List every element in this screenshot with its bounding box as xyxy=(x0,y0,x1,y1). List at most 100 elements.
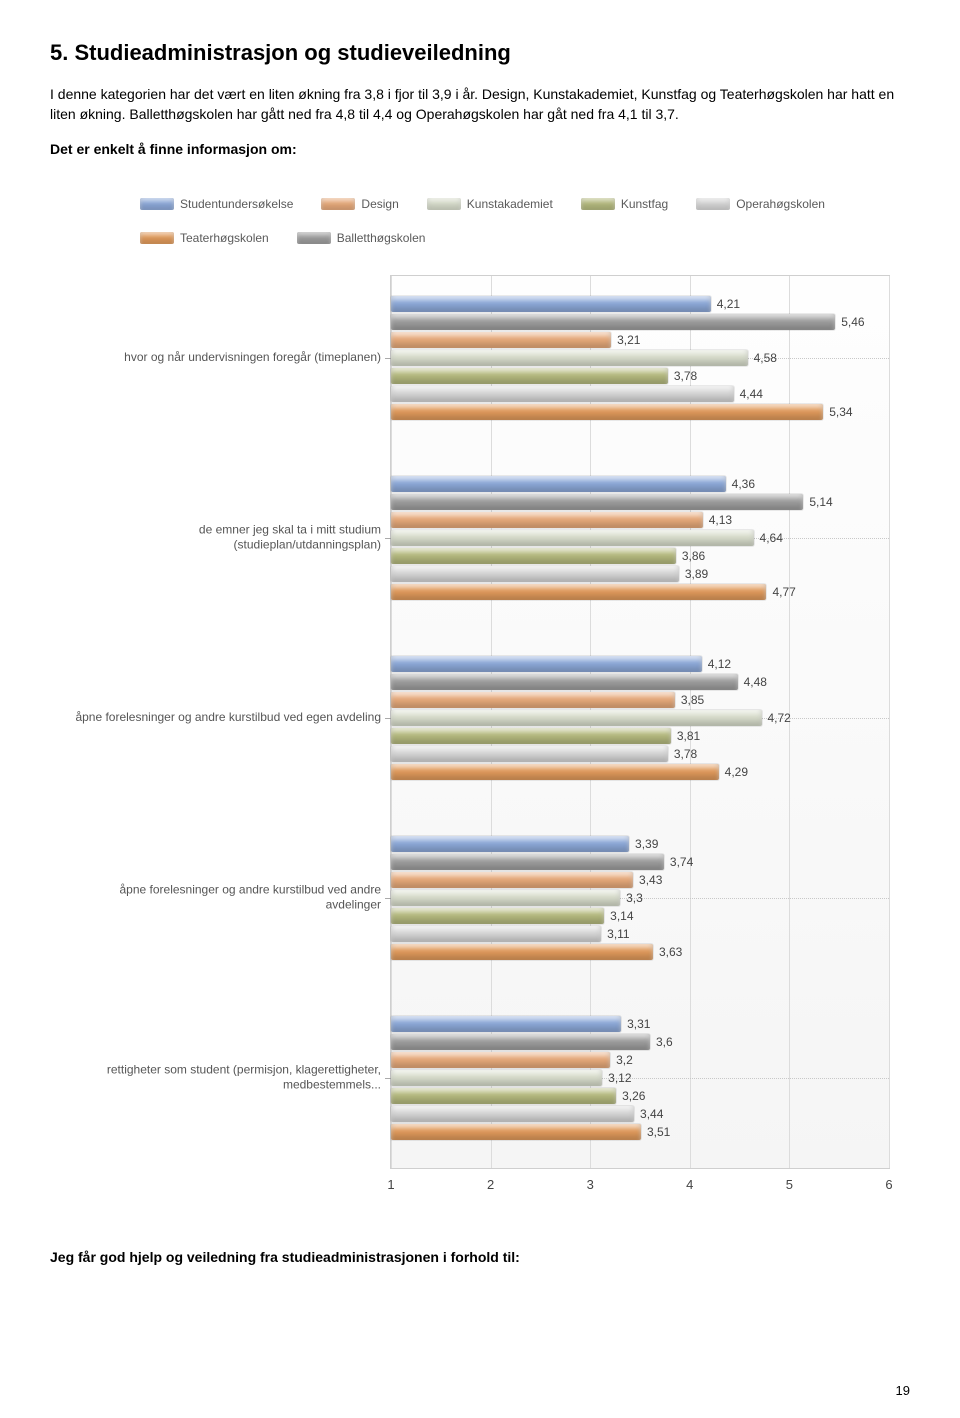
bar-value-label: 3,12 xyxy=(608,1071,631,1085)
bar-value-label: 3,44 xyxy=(640,1107,663,1121)
legend-item: Kunstfag xyxy=(581,197,668,211)
chart-legend: Studentundersøkelse Design Kunstakademiet K… xyxy=(50,197,910,245)
group-label: rettigheter som student (permisjon, klag… xyxy=(61,1062,391,1093)
bar xyxy=(391,944,653,960)
bar-value-label: 3,31 xyxy=(627,1017,650,1031)
bar-value-label: 4,12 xyxy=(708,657,731,671)
bar xyxy=(391,728,671,744)
bar xyxy=(391,746,668,762)
legend-label: Studentundersøkelse xyxy=(180,197,293,211)
legend-label: Kunstfag xyxy=(621,197,668,211)
legend-label: Operahøgskolen xyxy=(736,197,825,211)
bar-value-label: 3,26 xyxy=(622,1089,645,1103)
bar xyxy=(391,692,675,708)
bar-group: hvor og når undervisningen foregår (time… xyxy=(391,296,889,420)
chart-plot: 123456hvor og når undervisningen foregår… xyxy=(60,275,910,1209)
bar xyxy=(391,1052,610,1068)
bar xyxy=(391,350,748,366)
bar xyxy=(391,404,823,420)
bar xyxy=(391,890,620,906)
group-label: åpne forelesninger og andre kurstilbud v… xyxy=(61,882,391,913)
bar xyxy=(391,926,601,942)
bar xyxy=(391,674,738,690)
bar xyxy=(391,656,702,672)
bar xyxy=(391,368,668,384)
bar xyxy=(391,710,762,726)
bar-group: åpne forelesninger og andre kurstilbud v… xyxy=(391,836,889,960)
bar-value-label: 4,29 xyxy=(725,765,748,779)
bar xyxy=(391,494,803,510)
legend-swatch xyxy=(140,198,174,210)
bar-value-label: 4,36 xyxy=(732,477,755,491)
bar xyxy=(391,548,676,564)
bar xyxy=(391,1070,602,1086)
chart-container: Studentundersøkelse Design Kunstakademiet K… xyxy=(50,197,910,1209)
bar-value-label: 4,72 xyxy=(768,711,791,725)
bar-group: rettigheter som student (permisjon, klag… xyxy=(391,1016,889,1140)
bar xyxy=(391,530,754,546)
bar xyxy=(391,836,629,852)
bar-value-label: 3,81 xyxy=(677,729,700,743)
grid-line xyxy=(889,276,890,1168)
bar-value-label: 4,58 xyxy=(754,351,777,365)
bar xyxy=(391,566,679,582)
x-tick-label: 5 xyxy=(786,1177,793,1192)
bar xyxy=(391,512,703,528)
legend-swatch xyxy=(581,198,615,210)
legend-item: Balletthøgskolen xyxy=(297,231,426,245)
bar xyxy=(391,584,766,600)
bar-value-label: 3,3 xyxy=(626,891,643,905)
bar xyxy=(391,764,719,780)
plot-area: 123456hvor og når undervisningen foregår… xyxy=(390,275,890,1169)
intro-paragraph: I denne kategorien har det vært en liten… xyxy=(50,84,910,125)
bar-value-label: 3,85 xyxy=(681,693,704,707)
bar-value-label: 3,78 xyxy=(674,747,697,761)
bar-group: åpne forelesninger og andre kurstilbud v… xyxy=(391,656,889,780)
bar xyxy=(391,386,734,402)
group-label: de emner jeg skal ta i mitt studium (stu… xyxy=(61,522,391,553)
bar-value-label: 3,6 xyxy=(656,1035,673,1049)
legend-label: Teaterhøgskolen xyxy=(180,231,269,245)
page-number: 19 xyxy=(896,1383,910,1398)
group-label: hvor og når undervisningen foregår (time… xyxy=(61,350,391,366)
legend-swatch xyxy=(427,198,461,210)
bar-value-label: 3,63 xyxy=(659,945,682,959)
bar-value-label: 3,51 xyxy=(647,1125,670,1139)
bar-value-label: 5,14 xyxy=(809,495,832,509)
x-tick-label: 6 xyxy=(885,1177,892,1192)
bar-value-label: 4,44 xyxy=(740,387,763,401)
legend-label: Design xyxy=(361,197,398,211)
bar-value-label: 5,46 xyxy=(841,315,864,329)
page-heading: 5. Studieadministrasjon og studieveiledn… xyxy=(50,40,910,66)
legend-item: Design xyxy=(321,197,398,211)
bar xyxy=(391,854,664,870)
bar xyxy=(391,314,835,330)
bar xyxy=(391,332,611,348)
legend-item: Studentundersøkelse xyxy=(140,197,293,211)
bar-value-label: 3,39 xyxy=(635,837,658,851)
footer-line: Jeg får god hjelp og veiledning fra stud… xyxy=(50,1249,910,1265)
bar xyxy=(391,1106,634,1122)
bar-value-label: 3,14 xyxy=(610,909,633,923)
bar xyxy=(391,1088,616,1104)
legend-swatch xyxy=(140,232,174,244)
legend-swatch xyxy=(696,198,730,210)
bar-value-label: 4,48 xyxy=(744,675,767,689)
x-tick-label: 2 xyxy=(487,1177,494,1192)
bar xyxy=(391,1034,650,1050)
bar-value-label: 3,89 xyxy=(685,567,708,581)
bar xyxy=(391,296,711,312)
legend-item: Kunstakademiet xyxy=(427,197,553,211)
bar-value-label: 3,43 xyxy=(639,873,662,887)
bar-value-label: 4,77 xyxy=(772,585,795,599)
legend-swatch xyxy=(321,198,355,210)
group-label: åpne forelesninger og andre kurstilbud v… xyxy=(61,710,391,726)
bar-value-label: 3,21 xyxy=(617,333,640,347)
bar-value-label: 4,64 xyxy=(760,531,783,545)
subheading: Det er enkelt å finne informasjon om: xyxy=(50,141,910,157)
x-tick-label: 1 xyxy=(387,1177,394,1192)
legend-swatch xyxy=(297,232,331,244)
bar-group: de emner jeg skal ta i mitt studium (stu… xyxy=(391,476,889,600)
bar-value-label: 4,13 xyxy=(709,513,732,527)
bar-value-label: 3,2 xyxy=(616,1053,633,1067)
